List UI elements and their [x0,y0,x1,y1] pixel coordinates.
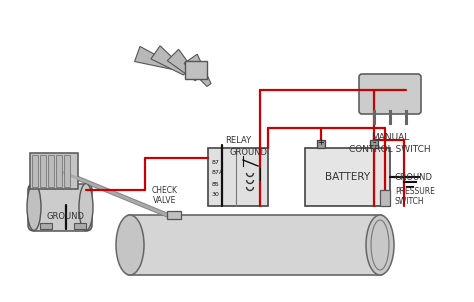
Text: RELAY: RELAY [225,136,251,145]
Text: GROUND: GROUND [395,172,433,182]
Polygon shape [184,54,211,86]
Text: GROUND: GROUND [47,212,85,221]
Text: 87A: 87A [212,170,224,175]
Polygon shape [135,47,174,69]
Bar [370,140,378,148]
Text: -: - [372,137,376,147]
FancyBboxPatch shape [359,74,421,114]
Text: BATTERY: BATTERY [325,172,370,182]
Polygon shape [151,46,186,75]
Bar [64,155,70,187]
Bar [74,223,86,229]
Bar [208,148,268,206]
Text: PRESSURE
SWITCH: PRESSURE SWITCH [395,187,435,206]
Bar [30,153,78,189]
Bar [185,61,207,79]
Ellipse shape [27,184,41,230]
Ellipse shape [79,184,93,230]
Text: CHECK
VALVE: CHECK VALVE [152,186,178,205]
Bar [40,223,52,229]
Bar [56,155,62,187]
FancyBboxPatch shape [28,184,92,231]
Bar [317,140,325,148]
Text: +: + [318,138,324,147]
Bar [167,211,181,219]
FancyBboxPatch shape [126,215,384,275]
Bar [40,155,46,187]
Text: MANUAL
CONTROL SWITCH: MANUAL CONTROL SWITCH [349,133,431,155]
Bar [380,190,390,206]
Bar [32,155,38,187]
Text: GROUND: GROUND [230,148,268,157]
Ellipse shape [366,215,394,275]
Text: 30: 30 [212,192,220,197]
Bar [48,155,54,187]
Ellipse shape [116,215,144,275]
Text: 85: 85 [212,182,220,187]
Bar [305,148,390,206]
Text: 87: 87 [212,160,220,165]
Polygon shape [167,49,199,81]
